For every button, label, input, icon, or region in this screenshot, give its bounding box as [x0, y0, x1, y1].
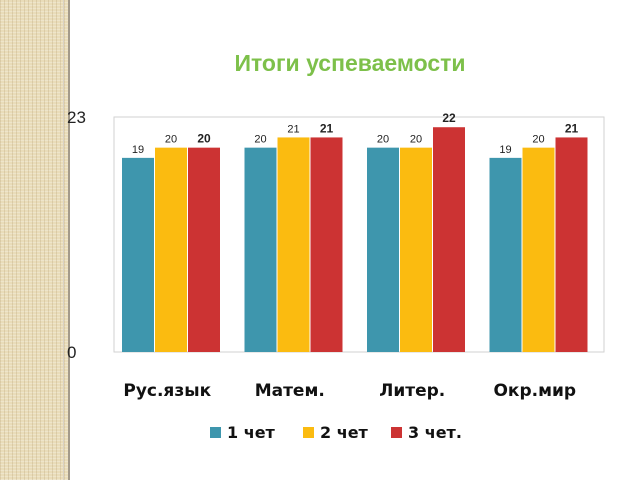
- bar: [555, 137, 588, 352]
- legend-swatch: [210, 427, 221, 438]
- legend-label: 1 чет: [227, 423, 276, 442]
- bar: [155, 147, 187, 352]
- decorative-side-strip: [0, 0, 70, 480]
- bar: [367, 147, 399, 352]
- bar-value-label: 20: [377, 134, 389, 146]
- bar: [188, 147, 220, 352]
- bar: [400, 147, 432, 352]
- legend-swatch: [391, 427, 402, 438]
- x-category-label: Рус.язык: [123, 381, 211, 401]
- legend-swatch: [303, 427, 314, 438]
- x-category-label: Окр.мир: [493, 381, 576, 401]
- plot-area: [113, 116, 605, 353]
- bar-value-label: 19: [132, 144, 144, 156]
- bar-value-label: 21: [320, 121, 334, 135]
- bar-value-label: 22: [442, 111, 456, 125]
- y-tick-label: 23: [67, 108, 86, 127]
- bar: [310, 137, 343, 352]
- bar-value-label: 20: [254, 134, 266, 146]
- legend-label: 3 чет.: [408, 423, 462, 442]
- bar-value-label: 19: [499, 144, 511, 156]
- bar: [489, 157, 522, 352]
- bar-value-label: 21: [287, 123, 299, 135]
- bar: [277, 137, 310, 352]
- y-tick-label: 0: [67, 343, 76, 362]
- legend-label: 2 чет: [320, 423, 369, 442]
- x-category-label: Литер.: [379, 381, 445, 401]
- bar-value-label: 21: [565, 121, 579, 135]
- chart-title: Итоги успеваемости: [234, 50, 466, 76]
- bar: [433, 127, 465, 352]
- bar-value-label: 20: [165, 134, 177, 146]
- bar-value-label: 20: [532, 134, 544, 146]
- bar: [244, 147, 277, 352]
- bar-value-label: 20: [410, 134, 422, 146]
- x-category-label: Матем.: [255, 381, 325, 401]
- bar: [522, 147, 555, 352]
- bar-value-label: 20: [197, 132, 211, 146]
- bar: [122, 157, 154, 352]
